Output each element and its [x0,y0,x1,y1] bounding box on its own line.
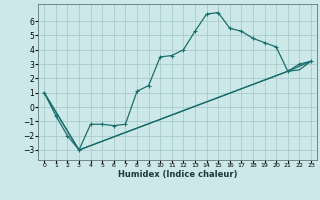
X-axis label: Humidex (Indice chaleur): Humidex (Indice chaleur) [118,170,237,179]
